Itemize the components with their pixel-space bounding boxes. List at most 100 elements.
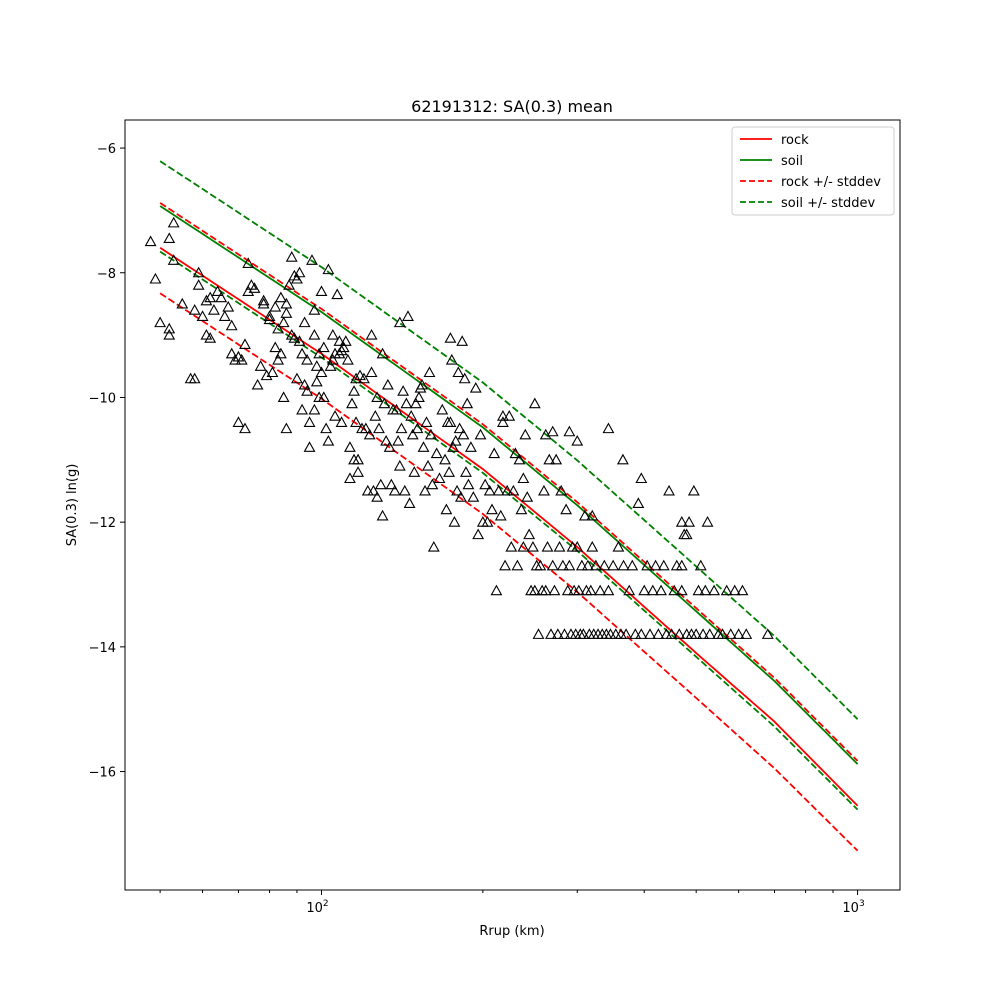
data-point xyxy=(380,434,393,446)
data-point xyxy=(388,484,401,496)
series-line-soil-upper xyxy=(159,160,859,720)
data-point xyxy=(326,353,339,365)
data-point xyxy=(521,491,534,502)
data-point xyxy=(492,484,505,496)
data-point xyxy=(451,484,463,496)
data-point xyxy=(551,628,564,639)
data-point xyxy=(196,310,209,321)
data-point xyxy=(616,453,629,465)
data-point xyxy=(541,540,554,552)
legend-box xyxy=(731,126,895,216)
data-point xyxy=(344,441,356,452)
data-point xyxy=(291,372,303,384)
data-point xyxy=(538,484,550,496)
data-point xyxy=(222,300,235,312)
data-point xyxy=(448,516,461,527)
data-point xyxy=(555,484,568,496)
data-point xyxy=(392,434,405,446)
data-point xyxy=(423,366,436,378)
data-point xyxy=(581,559,594,571)
data-point xyxy=(376,347,389,359)
data-point xyxy=(303,441,316,452)
data-point xyxy=(167,254,180,265)
data-point xyxy=(716,628,729,639)
data-point xyxy=(665,628,678,639)
data-point xyxy=(207,304,220,315)
data-point xyxy=(424,428,437,440)
data-point xyxy=(352,453,364,465)
data-point xyxy=(417,441,430,452)
data-point xyxy=(496,410,509,421)
data-point xyxy=(728,584,741,596)
data-point xyxy=(320,422,333,434)
data-point xyxy=(572,584,585,596)
data-point xyxy=(740,628,753,639)
y-tick-label: −16 xyxy=(89,766,116,781)
data-point xyxy=(352,466,364,477)
data-point xyxy=(602,422,615,434)
data-point xyxy=(361,484,374,496)
data-point xyxy=(449,434,462,446)
data-point xyxy=(612,540,625,552)
data-point xyxy=(690,628,703,639)
data-point xyxy=(406,428,419,440)
data-point xyxy=(426,478,439,490)
data-point xyxy=(523,528,536,540)
data-point xyxy=(663,484,675,496)
data-point xyxy=(422,459,434,471)
data-point xyxy=(509,447,522,459)
data-point xyxy=(251,378,264,390)
data-point xyxy=(301,385,314,396)
data-point xyxy=(623,584,636,596)
data-point xyxy=(288,269,301,281)
data-point xyxy=(427,540,440,552)
data-point xyxy=(269,300,282,312)
y-tick-label: −6 xyxy=(97,142,116,157)
data-point xyxy=(359,422,372,434)
data-point xyxy=(239,338,251,350)
data-point xyxy=(561,584,574,596)
data-point xyxy=(736,584,749,596)
data-point xyxy=(167,216,180,228)
data-point xyxy=(517,472,530,484)
data-point xyxy=(543,453,556,465)
data-point xyxy=(149,272,162,284)
data-point xyxy=(218,310,231,321)
data-point xyxy=(440,503,453,515)
data-point xyxy=(163,322,176,334)
data-point xyxy=(490,584,503,596)
legend-entry-label: soil xyxy=(781,154,803,169)
data-point xyxy=(655,584,668,596)
data-point xyxy=(344,472,356,484)
data-point xyxy=(433,472,446,484)
data-point xyxy=(288,332,301,343)
data-point xyxy=(395,422,408,434)
data-point xyxy=(539,584,552,596)
data-point xyxy=(298,316,311,328)
data-point xyxy=(443,466,456,477)
data-point xyxy=(301,353,314,365)
data-point xyxy=(499,559,511,571)
data-point xyxy=(257,294,270,306)
data-point xyxy=(254,360,267,371)
data-point xyxy=(532,628,545,639)
data-point xyxy=(724,628,737,639)
data-point xyxy=(188,304,201,315)
data-point xyxy=(272,322,285,334)
data-point xyxy=(680,528,693,540)
data-point xyxy=(285,251,298,262)
data-point xyxy=(266,366,279,378)
data-point xyxy=(528,397,541,409)
data-point xyxy=(467,491,480,502)
data-point xyxy=(239,422,251,434)
data-point xyxy=(413,391,425,402)
data-point xyxy=(192,279,205,290)
data-point xyxy=(513,453,526,465)
data-point xyxy=(329,410,341,421)
data-point xyxy=(373,422,385,434)
data-point xyxy=(204,332,217,343)
data-point xyxy=(517,540,530,552)
legend-entry-label: rock +/- stddev xyxy=(781,175,881,190)
data-point xyxy=(357,372,370,384)
y-tick-label: −14 xyxy=(89,641,116,656)
